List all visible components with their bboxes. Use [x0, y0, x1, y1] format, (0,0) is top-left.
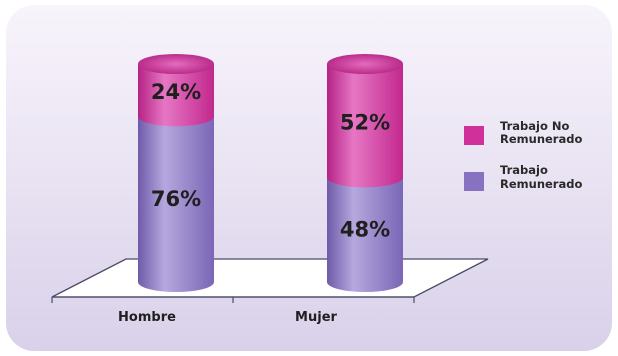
- labels-layer: 24% 76% 52% 48%: [151, 80, 390, 242]
- bar-mujer-trabajo-no-remunerado: [327, 64, 403, 188]
- bar-mujer-trabajo-remunerado: [327, 177, 403, 292]
- chart-floor: [51, 258, 489, 298]
- category-label-hombre: Hombre: [118, 310, 176, 325]
- category-label-mujer: Mujer: [295, 310, 337, 325]
- bar-cap-hombre: [138, 54, 214, 74]
- legend-swatch-no-remunerado: [464, 126, 484, 145]
- bars-layer: [138, 54, 403, 292]
- bar-hombre-trabajo-remunerado: [138, 116, 214, 292]
- legend-label-remunerado-line2: Remunerado: [500, 177, 582, 191]
- bar-hombre-trabajo-no-remunerado: [138, 64, 214, 127]
- legend-label-remunerado-line1: Trabajo: [500, 163, 548, 177]
- value-label-mujer-trabajo-remunerado: 48%: [340, 218, 390, 242]
- bar-cap-mujer: [327, 54, 403, 74]
- legend-label-no-remunerado-line1: Trabajo No: [500, 119, 569, 133]
- value-label-mujer-trabajo-no-remunerado: 52%: [340, 111, 390, 135]
- value-label-hombre-trabajo-no-remunerado: 24%: [151, 80, 201, 104]
- legend-swatch-remunerado: [464, 172, 484, 191]
- legend-label-no-remunerado-line2: Remunerado: [500, 132, 582, 146]
- value-label-hombre-trabajo-remunerado: 76%: [151, 187, 201, 211]
- legend: Trabajo No Remunerado Trabajo Remunerado: [464, 119, 582, 191]
